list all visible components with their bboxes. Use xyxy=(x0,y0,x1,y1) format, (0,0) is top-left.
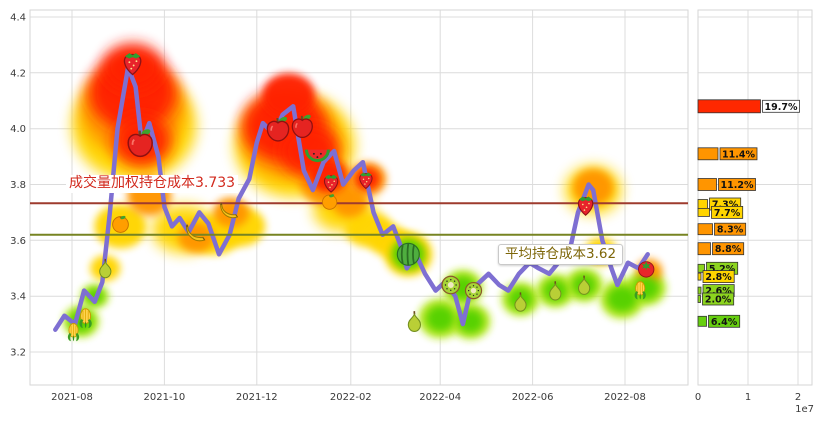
volume-plot-frame xyxy=(697,9,813,386)
x-tick-label: 2021-10 xyxy=(144,392,186,403)
volume-bar xyxy=(697,223,713,236)
volume-bar-label-box xyxy=(708,314,741,328)
axis-offset-label: 1e7 xyxy=(795,404,814,415)
x-tick-label: 2021-12 xyxy=(236,392,278,403)
main-plot-area[interactable] xyxy=(30,10,688,385)
x-tick-label: 0 xyxy=(695,392,701,403)
y-tick-label: 4.0 xyxy=(10,124,26,135)
x-tick-label: 1 xyxy=(745,392,751,403)
price-line xyxy=(53,65,650,332)
volume-bar xyxy=(697,242,711,256)
density-blob-red xyxy=(262,73,315,118)
x-tick-label: 2 xyxy=(795,392,801,403)
x-tick-label: 2022-08 xyxy=(604,392,646,403)
y-tick-label: 3.8 xyxy=(10,180,26,191)
volume-bar xyxy=(697,99,761,114)
volume-bar xyxy=(697,178,717,191)
x-tick-label: 2022-04 xyxy=(419,392,461,403)
volume-bar xyxy=(697,286,702,295)
volume-bar xyxy=(697,272,702,281)
volume-bar-percent-label: 5.2% xyxy=(709,264,736,275)
volume-bar-label-box xyxy=(714,222,747,236)
volume-bar-percent-label: 7.7% xyxy=(714,208,741,219)
volume-bar-percent-label: 8.8% xyxy=(715,244,742,255)
volume-bar xyxy=(697,147,719,161)
volume-bar-percent-label: 8.3% xyxy=(717,225,744,236)
y-tick-label: 4.4 xyxy=(10,13,26,24)
volume-bar xyxy=(697,207,710,217)
volume-bar-label-box xyxy=(718,178,756,191)
volume-bar xyxy=(697,295,701,303)
volume-bar xyxy=(697,315,707,327)
density-blob-green xyxy=(426,305,455,332)
volume-bar-percent-label: 2.0% xyxy=(705,295,732,306)
x-tick-label: 2021-08 xyxy=(51,392,93,403)
volume-bar-percent-label: 2.6% xyxy=(705,286,732,297)
y-tick-label: 3.4 xyxy=(10,292,26,303)
volume-bar-percent-label: 19.7% xyxy=(765,102,798,113)
y-tick-label: 3.6 xyxy=(10,236,26,247)
volume-bar-label-box xyxy=(712,242,745,256)
volume-bar-label-box xyxy=(702,270,735,284)
volume-bar-percent-label: 7.3% xyxy=(712,200,739,211)
y-tick-label: 4.2 xyxy=(10,68,26,79)
density-blob-green xyxy=(607,286,637,312)
volume-bar-label-box xyxy=(719,147,758,161)
main-plot-frame xyxy=(29,9,689,386)
volume-bar-percent-label: 6.4% xyxy=(711,317,738,328)
volume-bar-label-box xyxy=(711,205,744,219)
volume-bar-percent-label: 2.8% xyxy=(705,272,732,283)
volume-bar xyxy=(697,263,705,273)
avg-cost-label: 平均持仓成本3.62 xyxy=(498,244,624,265)
vwap-cost-label: 成交量加权持仓成本3.733 xyxy=(66,175,239,193)
x-tick-label: 2022-06 xyxy=(512,392,554,403)
x-tick-label: 2022-02 xyxy=(330,392,372,403)
volume-plot-area[interactable] xyxy=(698,10,812,385)
volume-bar-label-box xyxy=(702,292,735,306)
volume-bar-percent-label: 11.2% xyxy=(721,180,754,191)
volume-bar-label-box xyxy=(762,99,800,113)
y-tick-label: 3.2 xyxy=(10,348,26,359)
volume-bar-percent-label: 11.4% xyxy=(722,149,755,160)
